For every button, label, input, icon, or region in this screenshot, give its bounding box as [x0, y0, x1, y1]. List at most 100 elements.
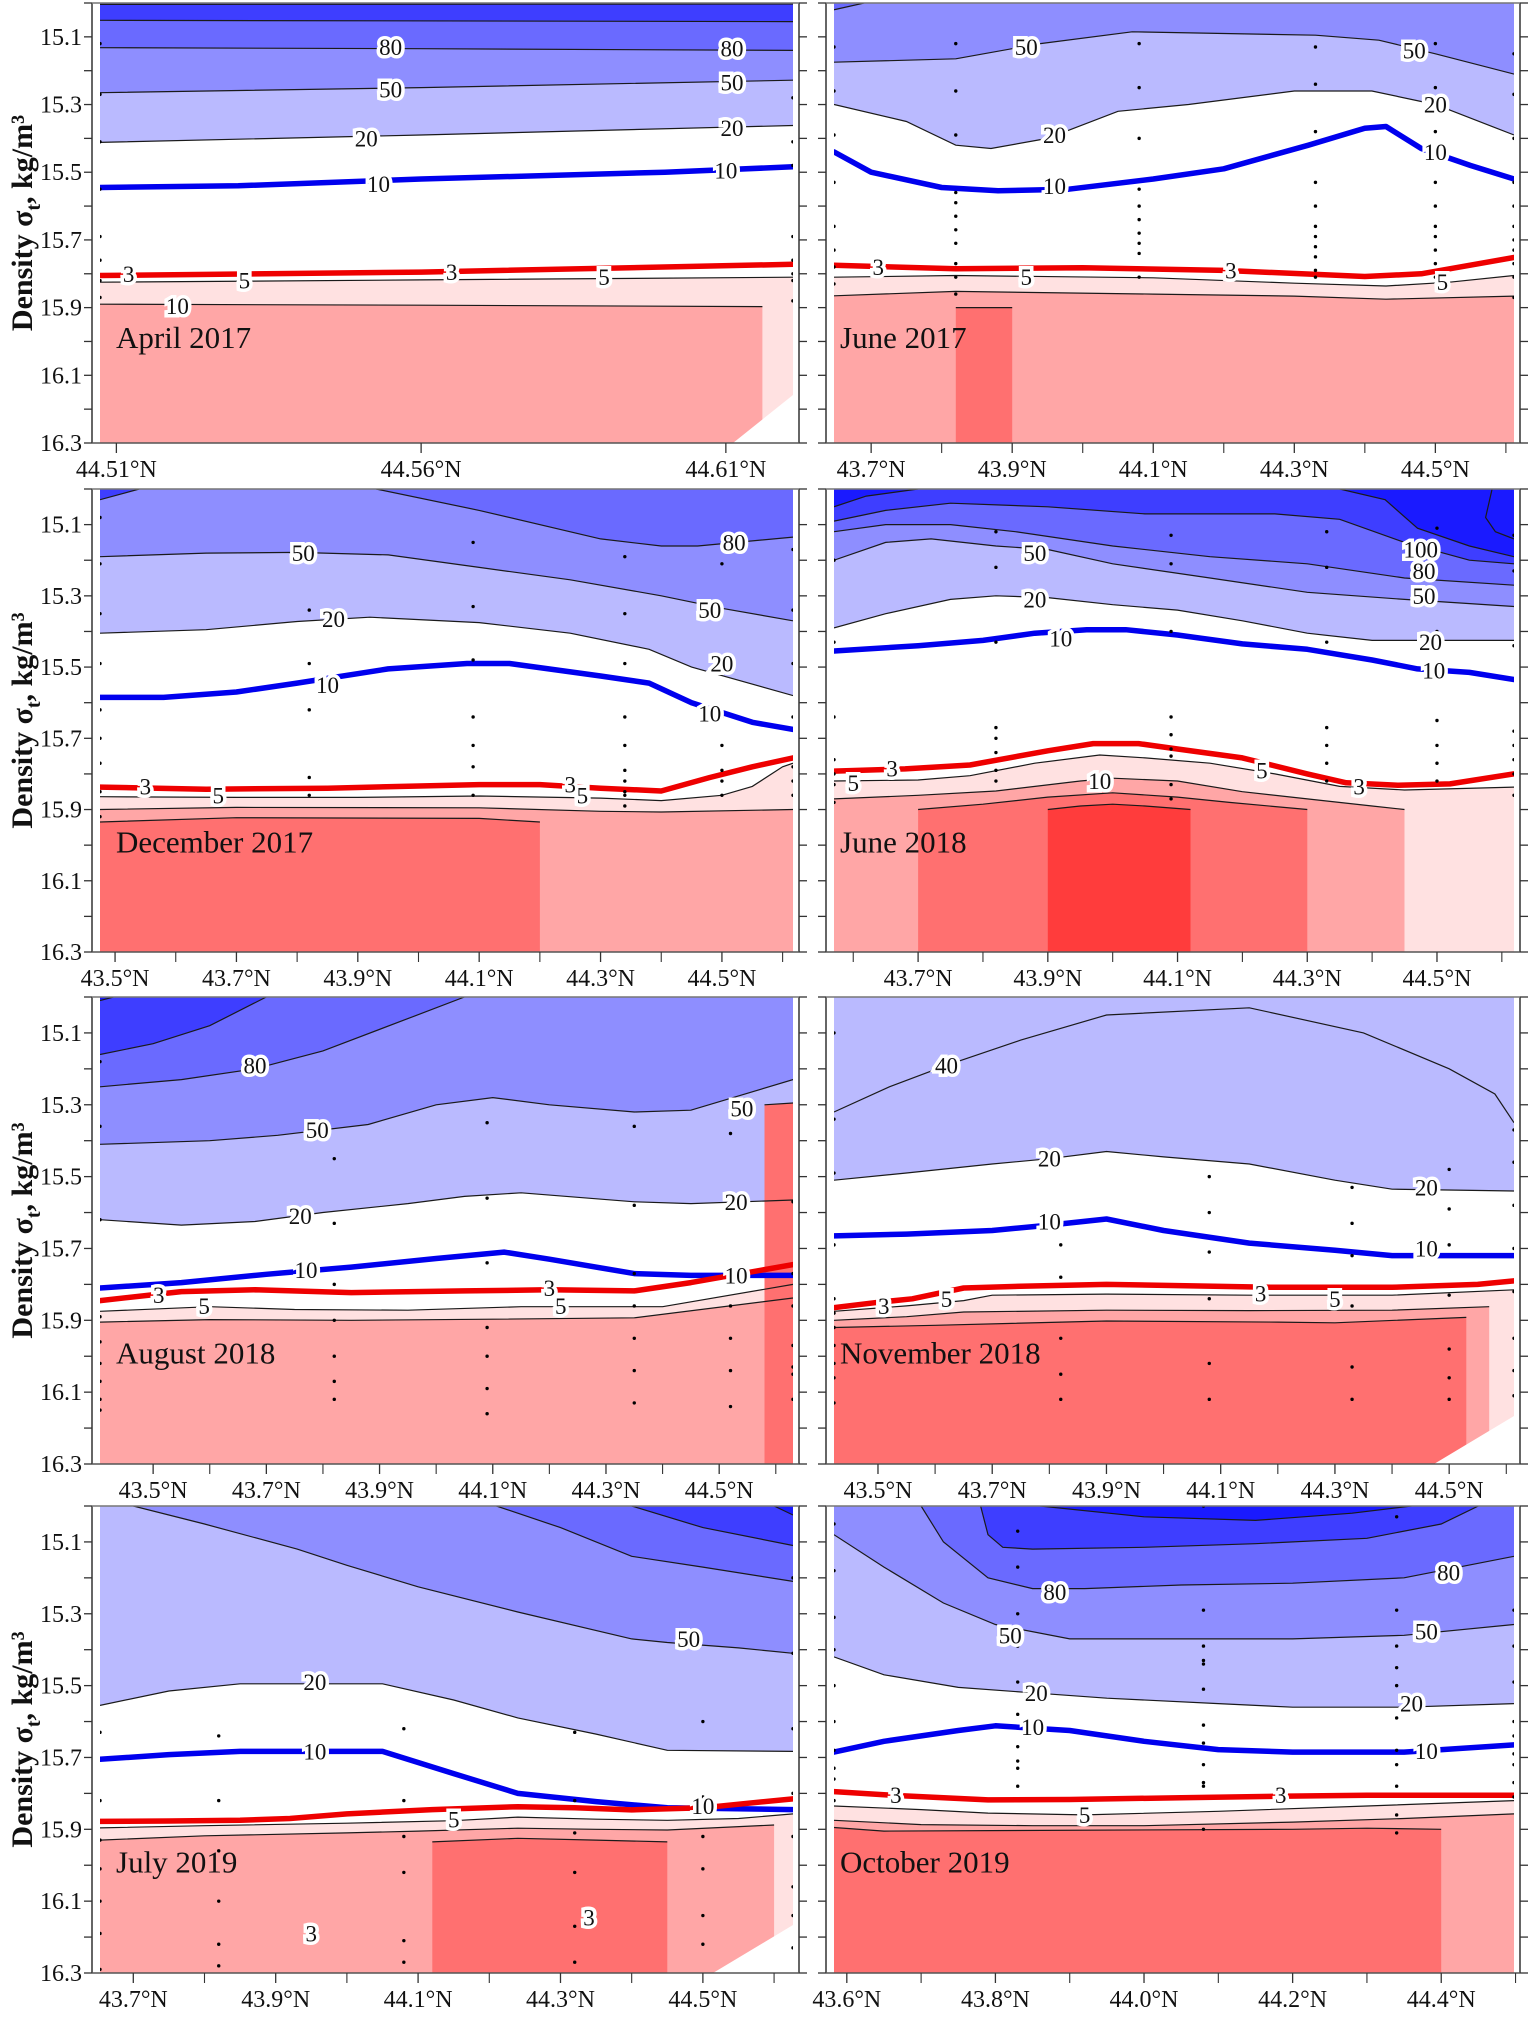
station-sample-point	[100, 562, 102, 566]
station-sample-point	[1512, 275, 1514, 279]
contour-label-80: 80	[244, 1053, 267, 1078]
station-sample-point	[720, 768, 724, 773]
x-tick-label: 43.9°N	[323, 966, 392, 992]
station-sample-point	[1325, 640, 1329, 644]
contour-label-20: 20	[355, 126, 378, 151]
panel-title: June 2018	[840, 824, 967, 859]
station-sample-point	[720, 562, 724, 566]
contour-label-50: 50	[698, 598, 721, 623]
station-sample-point	[402, 1870, 406, 1875]
station-sample-point	[471, 658, 475, 662]
fill-band-red-10	[100, 304, 763, 443]
station-sample-point	[791, 258, 793, 262]
station-sample-point	[728, 1304, 733, 1308]
contour-line-80	[100, 997, 465, 1088]
station-sample-point	[1207, 1397, 1211, 1402]
y-tick-label: 15.1	[40, 1021, 82, 1047]
x-tick-label: 44.0°N	[1110, 1987, 1179, 2013]
contour-line-80	[834, 523, 1514, 586]
contour-label-10: 10	[691, 1794, 714, 1819]
contour-label-20: 20	[1419, 630, 1442, 655]
x-tick-label: 43.7°N	[958, 1478, 1027, 1504]
x-tick-label: 44.1°N	[1186, 1478, 1255, 1504]
contour-line-80	[834, 3, 865, 11]
station-sample-point	[994, 565, 998, 570]
station-sample-point	[1394, 1515, 1399, 1519]
contour-label-3: 3	[123, 262, 135, 287]
contour-label-50: 50	[1023, 541, 1046, 566]
station-sample-point	[485, 1354, 489, 1358]
contour-label-20: 20	[1415, 1175, 1438, 1200]
station-sample-point	[100, 1838, 102, 1842]
contour-label-20: 20	[1023, 587, 1046, 612]
station-sample-point	[954, 228, 958, 232]
station-sample-point	[1207, 1361, 1211, 1366]
contour-label-3: 3	[886, 757, 898, 782]
station-sample-point	[1512, 224, 1514, 229]
station-sample-point	[1201, 1644, 1206, 1648]
x-tick-label: 43.6°N	[812, 1987, 881, 2013]
x-tick-label: 43.7°N	[884, 966, 953, 992]
station-sample-point	[307, 608, 311, 612]
station-sample-point	[1512, 1246, 1514, 1251]
station-sample-point	[1137, 187, 1141, 191]
station-sample-point	[834, 1361, 836, 1366]
station-sample-point	[1059, 1397, 1063, 1402]
station-sample-point	[1350, 1253, 1354, 1258]
contour-label-50: 50	[730, 1096, 753, 1121]
station-sample-point	[623, 779, 627, 783]
station-sample-point	[701, 1913, 705, 1918]
fill-band-red-30	[1047, 804, 1191, 952]
station-sample-point	[728, 1282, 733, 1287]
station-sample-point	[954, 292, 958, 296]
station-sample-point	[834, 1748, 836, 1752]
station-sample-point	[1016, 1529, 1020, 1533]
station-sample-point	[1207, 1174, 1211, 1179]
station-sample-point	[791, 278, 793, 283]
station-sample-point	[485, 1121, 489, 1125]
contour-line-20	[918, 792, 1308, 811]
station-sample-point	[1447, 1167, 1451, 1172]
station-sample-point	[471, 604, 475, 609]
station-sample-point	[573, 1960, 577, 1964]
contour-line-3-thick	[834, 1278, 1514, 1311]
contour-label-3: 3	[153, 1283, 165, 1308]
x-tick-label: 44.61°N	[685, 457, 766, 483]
station-sample-point	[728, 1336, 733, 1340]
x-tick-label: 44.1°N	[445, 966, 514, 992]
contour-line-120	[834, 489, 919, 508]
station-sample-point	[100, 278, 102, 283]
station-sample-point	[1137, 217, 1141, 222]
x-tick-label: 44.4°N	[1407, 1987, 1476, 2013]
x-tick-label: 44.3°N	[1260, 457, 1329, 483]
station-sample-point	[728, 1368, 733, 1373]
panel-october-2019: 80 80 50 50 20 20 10 10 3 3 5 43.6°N 43.8°N 44.0°N 44.…	[812, 1505, 1528, 2013]
station-sample-point	[1512, 757, 1514, 762]
contour-line-20	[834, 1656, 1514, 1708]
station-sample-point	[791, 96, 793, 100]
station-sample-point	[100, 1315, 102, 1319]
station-sample-point	[100, 611, 102, 616]
station-sample-point	[1016, 1766, 1020, 1770]
x-tick-label: 43.9°N	[1013, 966, 1082, 992]
station-sample-point	[332, 1354, 336, 1358]
station-sample-point	[100, 1059, 102, 1064]
station-sample-point	[332, 1156, 336, 1161]
fill-band-100	[100, 3, 793, 22]
station-sample-point	[834, 248, 836, 252]
x-tick-label: 43.7°N	[837, 457, 906, 483]
station-sample-point	[1447, 1397, 1451, 1402]
station-sample-point	[1137, 41, 1141, 46]
station-sample-point	[1447, 1207, 1451, 1211]
station-sample-point	[834, 1311, 836, 1315]
station-sample-point	[1201, 1608, 1206, 1612]
contour-label-5: 5	[555, 1294, 567, 1319]
station-sample-point	[791, 661, 793, 666]
contour-label-20: 20	[1038, 1147, 1061, 1172]
station-sample-point	[1350, 1304, 1354, 1308]
station-sample-point	[100, 661, 102, 666]
station-sample-point	[402, 1938, 406, 1943]
contour-label-10: 10	[294, 1258, 317, 1283]
